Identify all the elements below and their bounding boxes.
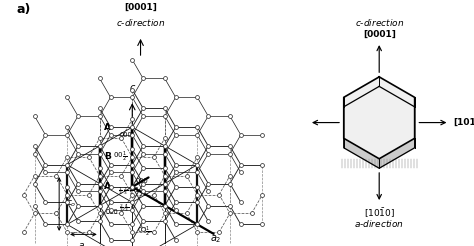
Text: $\frac{1}{3}\ \frac{2}{3}\ \frac{1}{2}$: $\frac{1}{3}\ \frac{2}{3}\ \frac{1}{2}$	[118, 185, 134, 198]
Text: $a_2$: $a_2$	[210, 233, 221, 245]
Text: [0001]: [0001]	[124, 3, 157, 12]
Text: $c$-direction: $c$-direction	[116, 16, 165, 28]
Text: [0001]: [0001]	[363, 30, 396, 39]
Text: 000: 000	[106, 210, 118, 215]
Text: B: B	[104, 153, 111, 161]
Text: [1010]: [1010]	[453, 118, 474, 127]
Text: $a_1$: $a_1$	[129, 183, 141, 195]
Text: $00\frac{1}{2}$: $00\frac{1}{2}$	[137, 225, 151, 239]
Text: A: A	[104, 182, 111, 191]
Text: $a$-direction: $a$-direction	[354, 217, 404, 229]
Text: $[10\bar{1}0]$: $[10\bar{1}0]$	[364, 206, 395, 220]
Text: $\frac{2}{3}\ \frac{1}{3}\ 0$: $\frac{2}{3}\ \frac{1}{3}\ 0$	[119, 202, 136, 215]
Text: 000: 000	[119, 132, 132, 138]
Text: a): a)	[16, 3, 30, 16]
Polygon shape	[344, 77, 415, 168]
Text: $c$-direction: $c$-direction	[355, 16, 404, 28]
Text: $a_o$: $a_o$	[78, 241, 89, 246]
Text: 000: 000	[136, 178, 148, 184]
Text: c: c	[129, 83, 135, 93]
Polygon shape	[344, 77, 415, 159]
Text: $00\frac{1}{2}$: $00\frac{1}{2}$	[111, 150, 128, 164]
Text: A: A	[104, 123, 111, 132]
Text: $c_o$: $c_o$	[66, 199, 77, 209]
